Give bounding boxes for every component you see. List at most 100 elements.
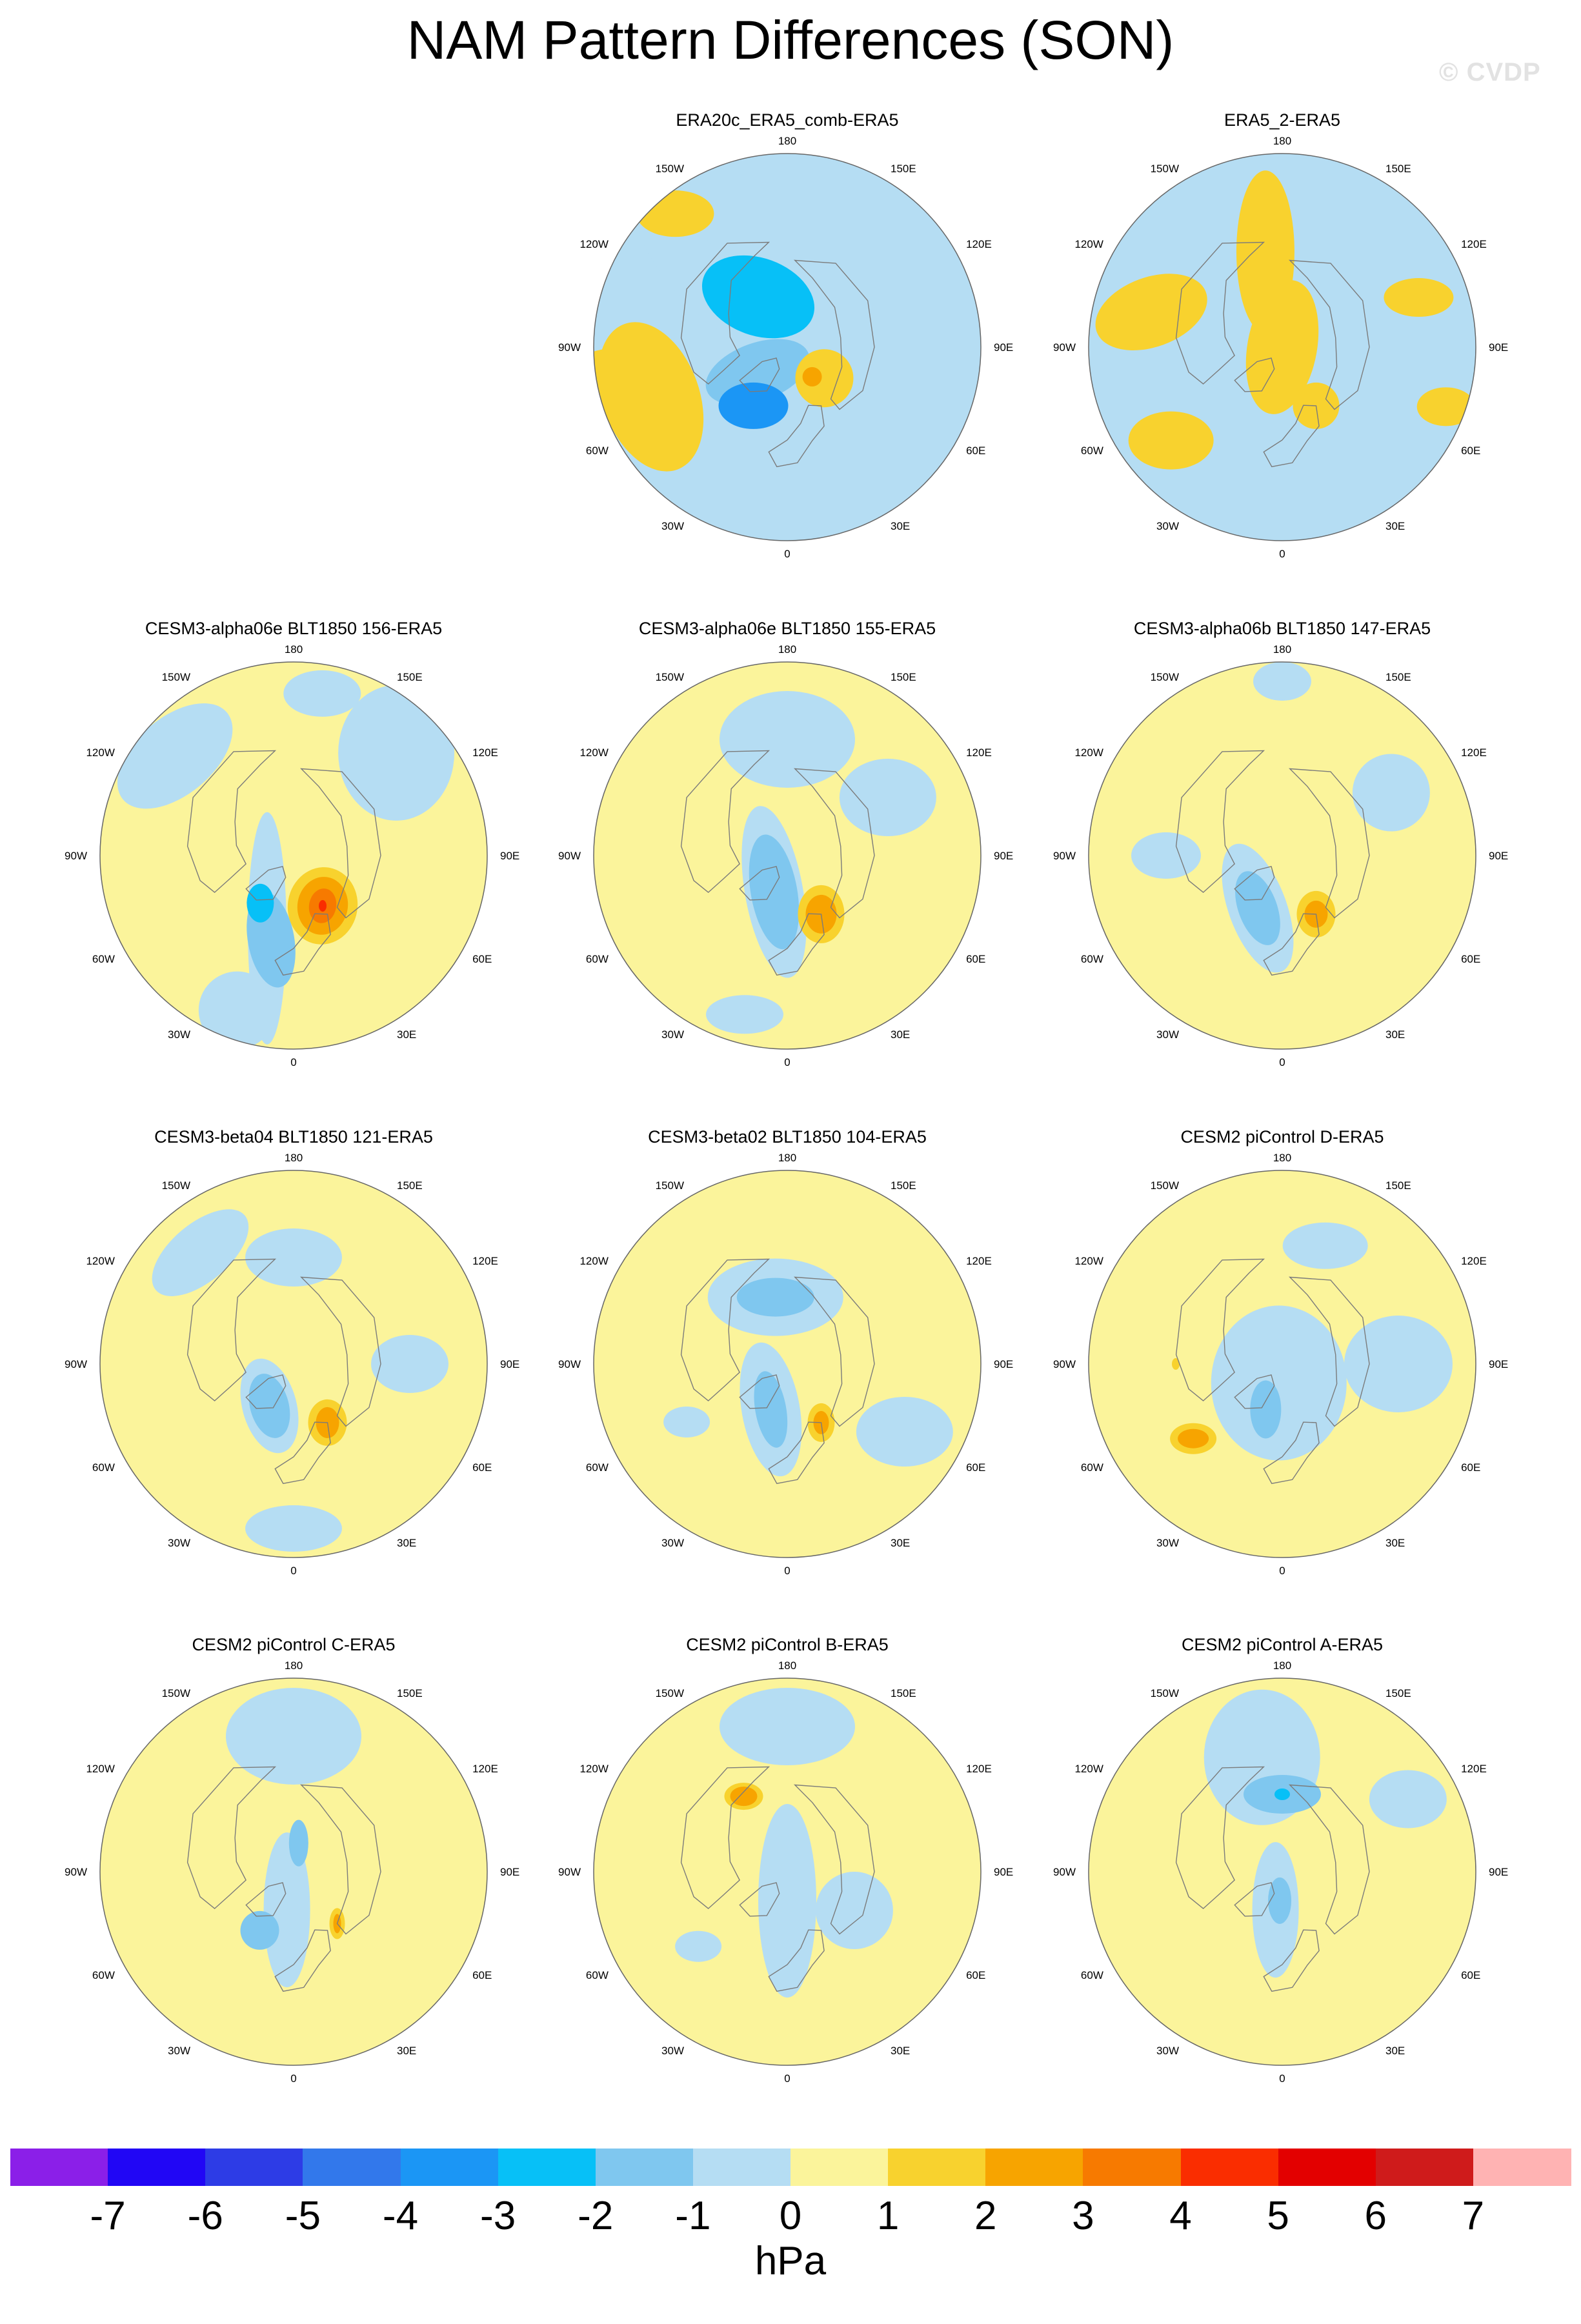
anomaly-contour xyxy=(245,1228,342,1287)
longitude-label: 60E xyxy=(966,1461,985,1474)
anomaly-contour xyxy=(152,1209,249,1296)
longitude-label: 60E xyxy=(966,1969,985,1981)
anomaly-contour xyxy=(1274,1788,1290,1800)
coastline xyxy=(299,1276,381,1427)
anomaly-contour xyxy=(319,899,327,912)
colorbar-box xyxy=(888,2149,986,2186)
map-border xyxy=(99,1678,488,2066)
colorbar-box xyxy=(1180,2149,1279,2186)
colorbar-tick-label: 7 xyxy=(1462,2194,1485,2238)
longitude-label: 150W xyxy=(1151,1179,1179,1192)
longitude-label: 120W xyxy=(1074,746,1103,759)
coastline xyxy=(1263,913,1320,976)
anomaly-contour xyxy=(1172,1358,1180,1370)
map-panel: CESM3-alpha06e BLT1850 155-ERA5 180 150W 15… xyxy=(536,618,1039,1128)
coastline xyxy=(768,913,825,976)
map-panel: ERA5_2-ERA5 180 150W 150E 120W 120E 90W 90E 60W 6… xyxy=(1031,110,1534,619)
longitude-label: 30E xyxy=(891,1537,910,1549)
longitude-label: 30E xyxy=(397,2045,416,2057)
panel-title: CESM2 piControl D-ERA5 xyxy=(1180,1127,1384,1147)
anomaly-contour xyxy=(802,366,822,386)
longitude-label: 150E xyxy=(1385,163,1411,175)
colorbar-tick-label: 2 xyxy=(974,2194,997,2238)
coastline xyxy=(793,1784,875,1935)
polar-map: 180 150W 150E 120W 120E 90W 90E 60W 60E 30W 30E 0 xyxy=(65,1152,519,1577)
longitude-label: 120E xyxy=(1461,1255,1487,1267)
longitude-label: 150W xyxy=(656,1687,684,1699)
colorbar-box xyxy=(498,2149,596,2186)
longitude-label: 150W xyxy=(656,671,684,683)
longitude-label: 60E xyxy=(1461,1969,1480,1981)
anomaly-contour xyxy=(1250,1380,1282,1439)
anomaly-contour xyxy=(749,834,800,950)
anomaly-contour xyxy=(245,1505,342,1552)
coastline xyxy=(1175,1766,1265,1910)
longitude-label: 180 xyxy=(285,643,303,656)
coastline xyxy=(274,1421,331,1485)
longitude-label: 60W xyxy=(1081,445,1103,457)
longitude-label: 90W xyxy=(558,850,581,862)
longitude-label: 150E xyxy=(397,1687,423,1699)
coastline xyxy=(1234,1882,1275,1917)
page-title: NAM Pattern Differences (SON) xyxy=(407,10,1174,70)
longitude-label: 90W xyxy=(1053,1358,1076,1370)
polar-map: 180 150W 150E 120W 120E 90W 90E 60W 60E 30W 30E 0 xyxy=(65,643,519,1068)
longitude-label: 90E xyxy=(500,1866,519,1878)
anomaly-contour xyxy=(701,255,815,339)
longitude-label: 150W xyxy=(162,1687,190,1699)
longitude-label: 30W xyxy=(1156,1537,1179,1549)
map-panel: CESM2 piControl C-ERA5 180 150W 150E 120W 120… xyxy=(42,1634,545,2144)
longitude-label: 60W xyxy=(92,1461,115,1474)
polar-map: 180 150W 150E 120W 120E 90W 90E 60W 60E 30W 30E 0 xyxy=(558,1659,1013,2085)
longitude-label: 30E xyxy=(1385,1028,1405,1041)
anomaly-contour xyxy=(636,190,714,237)
anomaly-contour xyxy=(675,1930,722,1962)
anomaly-contour xyxy=(1369,1770,1447,1828)
longitude-label: 30E xyxy=(891,1028,910,1041)
anomaly-contour xyxy=(1384,278,1454,317)
colorbar xyxy=(10,2149,1571,2186)
panel-title: CESM2 piControl C-ERA5 xyxy=(192,1635,396,1654)
colorbar-tick-label: 4 xyxy=(1169,2194,1192,2238)
longitude-label: 180 xyxy=(1273,135,1291,147)
anomaly-contour xyxy=(117,703,233,809)
colorbar-box xyxy=(1473,2149,1571,2186)
longitude-label: 0 xyxy=(1279,1056,1285,1068)
anomaly-contour xyxy=(1416,387,1475,426)
colorbar-tick-label: -3 xyxy=(480,2194,516,2238)
coastline xyxy=(299,1784,381,1935)
longitude-label: 60W xyxy=(1081,953,1103,965)
longitude-label: 180 xyxy=(778,643,796,656)
colorbar-box xyxy=(10,2149,108,2186)
colorbar-tick-label: 6 xyxy=(1364,2194,1387,2238)
anomaly-contour xyxy=(1235,871,1280,945)
longitude-label: 150W xyxy=(1151,163,1179,175)
anomaly-contour xyxy=(198,971,276,1049)
coastline xyxy=(245,1374,287,1409)
longitude-label: 90E xyxy=(1489,1358,1508,1370)
longitude-label: 30W xyxy=(1156,2045,1179,2057)
coastline xyxy=(1175,1258,1265,1402)
coastline xyxy=(793,259,875,410)
longitude-label: 150E xyxy=(891,671,916,683)
longitude-label: 120E xyxy=(966,1255,992,1267)
longitude-label: 0 xyxy=(1279,2072,1285,2085)
longitude-label: 30W xyxy=(168,2045,190,2057)
map-panel: CESM3-alpha06e BLT1850 156-ERA5 180 150W 15… xyxy=(42,618,545,1128)
map-border xyxy=(593,1678,982,2066)
coastline xyxy=(186,750,277,894)
map-border xyxy=(593,661,982,1050)
longitude-label: 60E xyxy=(966,445,985,457)
longitude-label: 150W xyxy=(1151,1687,1179,1699)
longitude-label: 150E xyxy=(397,1179,423,1192)
longitude-label: 0 xyxy=(1279,1565,1285,1577)
anomaly-contour xyxy=(594,348,665,406)
coastline xyxy=(768,405,825,468)
longitude-label: 90W xyxy=(558,341,581,354)
anomaly-contour xyxy=(856,1397,953,1467)
anomaly-contour xyxy=(371,1335,448,1393)
colorbar-box xyxy=(303,2149,401,2186)
longitude-label: 60W xyxy=(586,1969,609,1981)
longitude-label: 90W xyxy=(558,1358,581,1370)
colorbar-tick-label: 3 xyxy=(1072,2194,1094,2238)
